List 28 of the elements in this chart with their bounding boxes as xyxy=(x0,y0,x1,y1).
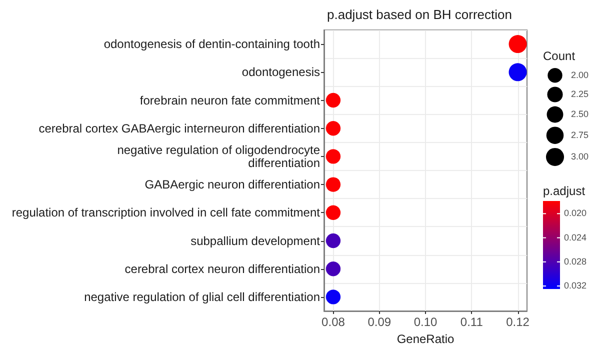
color-bar-label: 0.024 xyxy=(564,232,587,242)
legend-label: 2.25 xyxy=(571,88,589,99)
legend-label: 2.00 xyxy=(571,70,589,80)
color-bar-label: 0.032 xyxy=(564,280,587,290)
y-tick-label: cerebral cortex neuron differentiation xyxy=(124,262,320,276)
y-tick-label: negative regulation of glial cell differentiation xyxy=(84,290,320,304)
x-tick-label: 0.09 xyxy=(368,315,392,329)
color-bar-label: 0.020 xyxy=(564,208,587,218)
y-tick-label: cerebral cortex GABAergic interneuron differentiation xyxy=(38,121,320,136)
color-bar-label: 0.028 xyxy=(564,256,587,266)
y-tick-label: forebrain neuron fate commitment xyxy=(140,93,321,108)
chart-title: p.adjust based on BH correction xyxy=(327,7,512,22)
legend-label: 2.50 xyxy=(571,109,589,119)
legend-title: Count xyxy=(543,49,576,63)
legend-label: 2.75 xyxy=(571,130,589,140)
color-bar-title: p.adjust xyxy=(543,184,586,198)
x-axis-title: GeneRatio xyxy=(396,332,455,346)
x-tick-label: 0.08 xyxy=(322,315,346,329)
y-tick-label: regulation of transcription involved in cell fate commitment xyxy=(12,206,321,220)
x-tick-label: 0.12 xyxy=(506,315,530,329)
y-tick-label: odontogenesis of dentin-containing tooth xyxy=(104,37,320,52)
y-tick-label: odontogenesis xyxy=(242,65,320,80)
legend-label: 3.00 xyxy=(571,151,589,162)
x-tick-label: 0.11 xyxy=(460,315,484,329)
y-tick-label: negative regulation of oligodendrocyte differentiation xyxy=(117,142,320,170)
y-tick-label: subpallium development xyxy=(190,234,321,248)
x-tick-label: 0.10 xyxy=(414,315,438,329)
y-tick-label: GABAergic neuron differentiation xyxy=(144,178,320,192)
